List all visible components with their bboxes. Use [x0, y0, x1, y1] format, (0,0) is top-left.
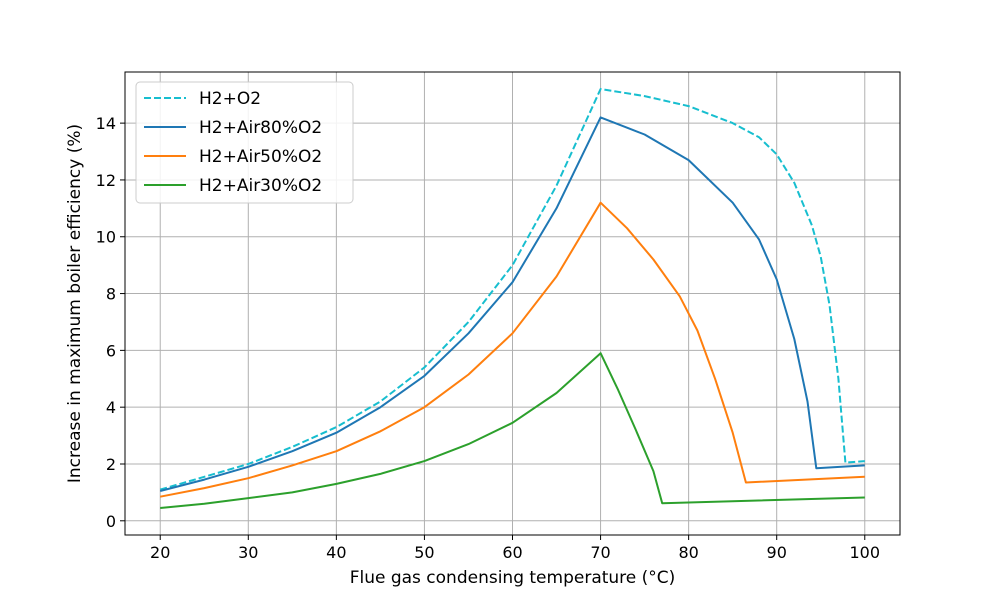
y-tick-label: 0	[106, 512, 116, 531]
y-tick-label: 6	[106, 341, 116, 360]
x-axis-label: Flue gas condensing temperature (°C)	[350, 568, 676, 588]
y-tick-label: 14	[96, 114, 116, 133]
y-tick-label: 2	[106, 455, 116, 474]
x-tick-label: 80	[678, 543, 698, 562]
legend-label-h2-o2: H2+O2	[199, 89, 261, 109]
x-tick-label: 40	[326, 543, 346, 562]
series-line-h2-air30-o2	[160, 352, 865, 509]
legend-label-h2-air50-o2: H2+Air50%O2	[199, 147, 322, 167]
legend: H2+O2 H2+Air80%O2 H2+Air50%O2 H2+Air30%O2	[135, 81, 354, 204]
y-tick-label: 10	[96, 228, 116, 247]
x-tick-label: 100	[849, 543, 880, 562]
series-line-h2-air50-o2	[160, 201, 865, 498]
legend-label-h2-air30-o2: H2+Air30%O2	[199, 176, 322, 196]
series-line-h2-o2	[159, 88, 865, 491]
x-tick-label: 20	[150, 543, 170, 562]
axis-ticks: 20 30 40 50 60 70 80 90 100 0 2 4 6 8 10 12 14	[96, 114, 880, 562]
legend-box	[135, 81, 354, 204]
series-lines	[159, 88, 865, 509]
series-line-h2-air80-o2	[159, 116, 865, 492]
x-tick-label: 60	[502, 543, 522, 562]
y-tick-label: 4	[106, 398, 116, 417]
x-tick-label: 90	[767, 543, 787, 562]
x-tick-label: 50	[414, 543, 434, 562]
y-tick-label: 12	[96, 171, 116, 190]
y-axis-label: Increase in maximum boiler efficiency (%…	[65, 124, 85, 483]
x-tick-label: 70	[590, 543, 610, 562]
y-tick-label: 8	[106, 285, 116, 304]
legend-label-h2-air80-o2: H2+Air80%O2	[199, 118, 322, 138]
x-tick-label: 30	[238, 543, 258, 562]
